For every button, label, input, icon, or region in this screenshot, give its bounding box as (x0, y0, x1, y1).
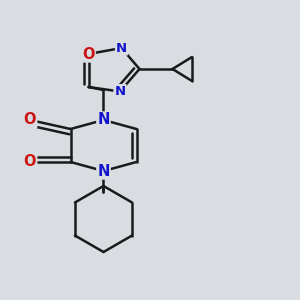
Text: N: N (116, 41, 127, 55)
Text: O: O (82, 46, 95, 62)
Text: N: N (97, 164, 110, 178)
Text: O: O (24, 154, 36, 169)
Text: N: N (114, 85, 126, 98)
Text: N: N (97, 112, 110, 128)
Text: O: O (24, 112, 36, 128)
